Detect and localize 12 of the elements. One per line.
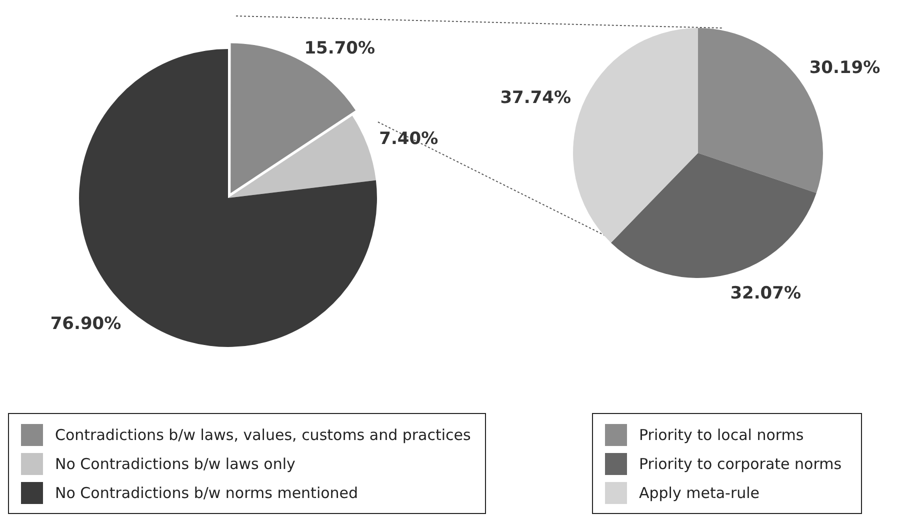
data-label: 37.74% xyxy=(500,88,572,108)
legend-label: Priority to local norms xyxy=(639,426,804,444)
data-label: 76.90% xyxy=(50,314,122,334)
legend-label: Priority to corporate norms xyxy=(639,454,842,472)
legend-label: Contradictions b/w laws, values, customs and practices xyxy=(55,426,471,444)
legend-label: No Contradictions b/w laws only xyxy=(55,454,296,472)
data-label: 7.40% xyxy=(379,129,438,150)
data-label: 32.07% xyxy=(730,283,802,304)
legend-label: Apply meta-rule xyxy=(639,484,760,502)
legend-label: No Contradictions b/w norms mentioned xyxy=(55,484,358,502)
data-label: 30.19% xyxy=(809,58,880,78)
data-label: 15.70% xyxy=(304,38,376,59)
